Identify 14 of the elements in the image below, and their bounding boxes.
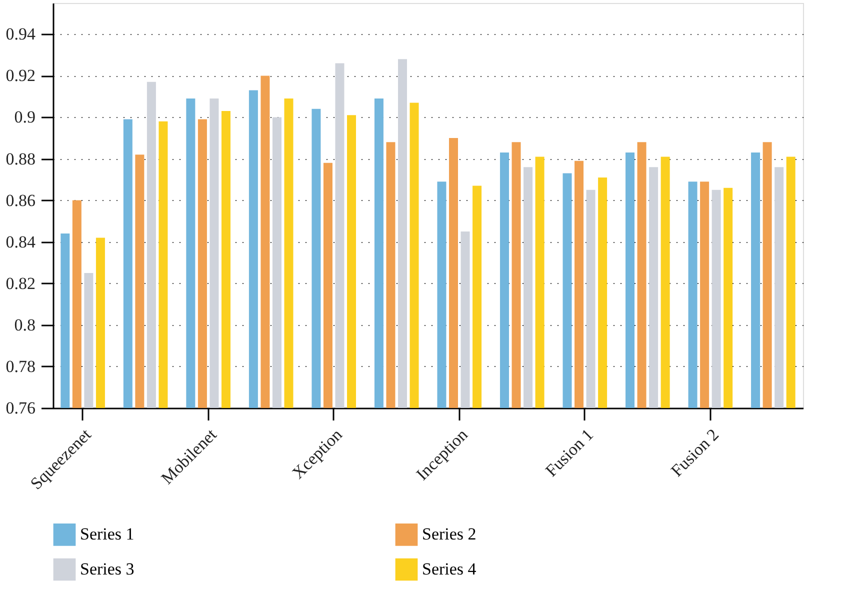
y-tick-label: 0.92 (6, 66, 36, 86)
y-tick-label: 0.82 (6, 274, 36, 293)
y-tick-label: 0.78 (6, 356, 36, 376)
y-tick-label: 0.8 (14, 315, 36, 334)
legend-label: Series 4 (422, 560, 477, 578)
legend-label: Series 2 (422, 524, 476, 544)
y-tick-label: 0.84 (6, 232, 36, 252)
y-tick-label: 0.86 (6, 190, 36, 210)
legend-label: Series 3 (80, 560, 134, 578)
y-tick-label: 0.88 (6, 149, 36, 168)
y-tick-label: 0.76 (6, 398, 36, 418)
legend-label: Series 1 (80, 524, 134, 544)
y-tick-label: 0.94 (6, 24, 36, 44)
y-tick-label: 0.9 (14, 108, 36, 127)
